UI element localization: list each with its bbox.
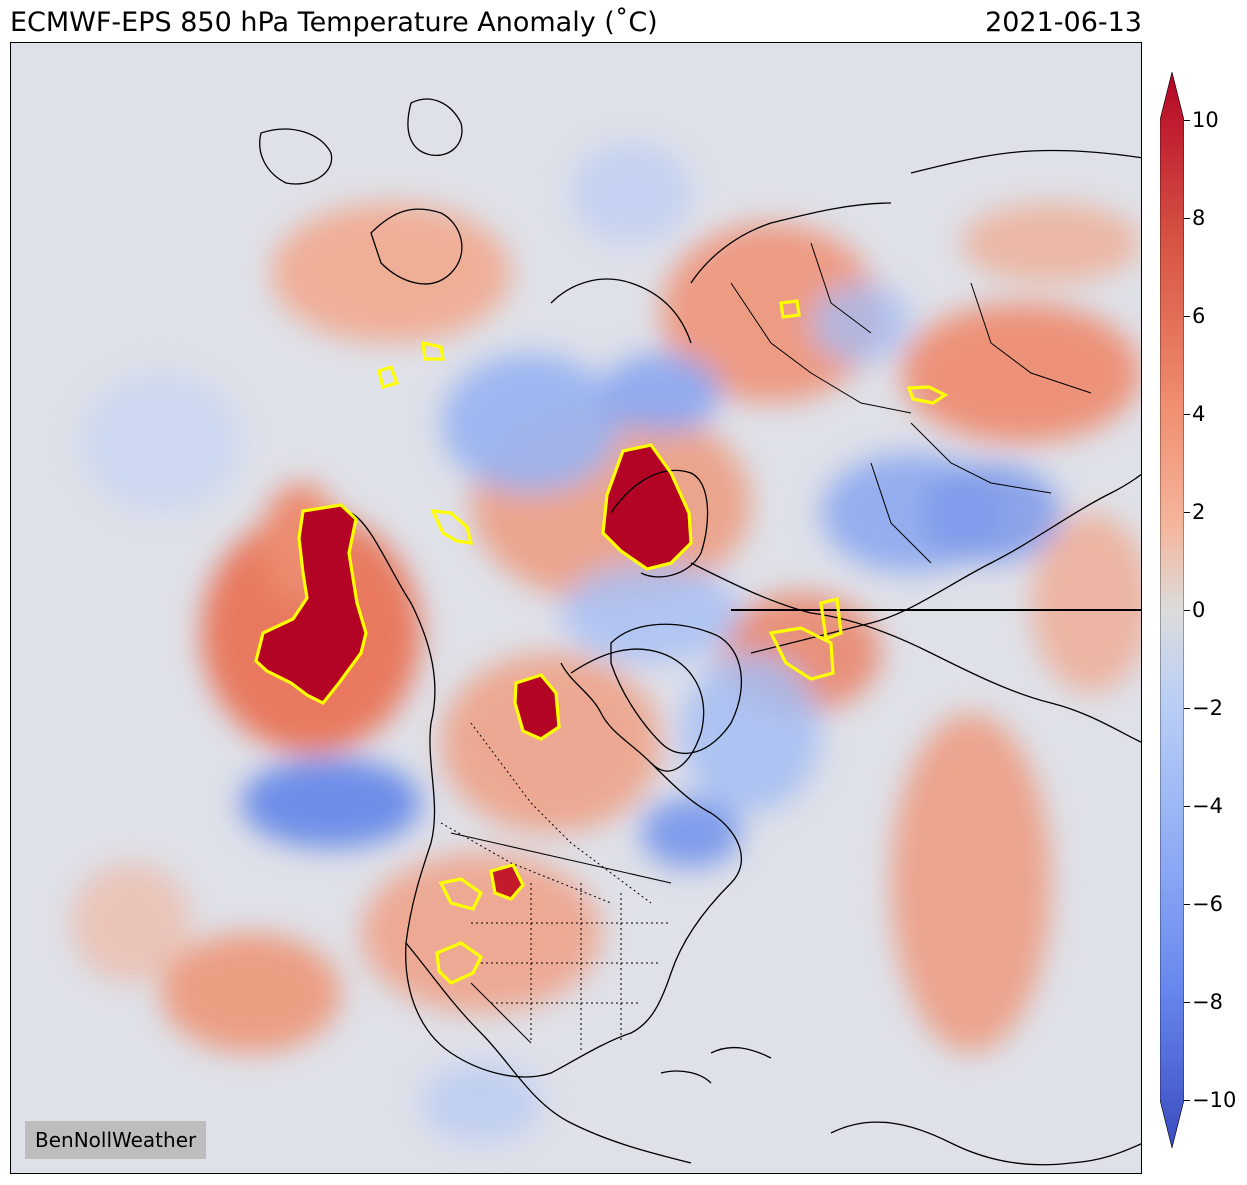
colorbar-tick-mark [1184, 316, 1190, 317]
map-panel: BenNollWeather [10, 42, 1142, 1174]
colorbar-tick-label: −2 [1192, 696, 1223, 720]
threshold-contours [254, 299, 949, 985]
colorbar-tick-mark [1184, 120, 1190, 121]
colorbar-tick-label: 4 [1192, 402, 1206, 426]
colorbar-tick-label: −10 [1192, 1088, 1237, 1112]
colorbar-tick-label: 8 [1192, 206, 1206, 230]
colorbar-tick-label: 0 [1192, 598, 1206, 622]
colorbar-tick-mark [1184, 414, 1190, 415]
colorbar [1160, 72, 1184, 1148]
colorbar-tick-mark [1184, 218, 1190, 219]
colorbar-tick-label: 6 [1192, 304, 1206, 328]
country-borders [450, 242, 1092, 1044]
colorbar-tick-mark [1184, 806, 1190, 807]
colorbar-tick-mark [1184, 904, 1190, 905]
colorbar-tick-mark [1184, 708, 1190, 709]
warm-cores [256, 445, 691, 899]
colorbar-tick-label: 10 [1192, 108, 1219, 132]
colorbar-tick-label: −4 [1192, 794, 1223, 818]
colorbar-tick-label: −8 [1192, 990, 1223, 1014]
colorbar-tick-label: 2 [1192, 500, 1206, 524]
colorbar-tick-mark [1184, 1100, 1190, 1101]
coastlines [259, 98, 1141, 1166]
colorbar-tick-label: −6 [1192, 892, 1223, 916]
colorbar-tick-mark [1184, 1002, 1190, 1003]
map-title: ECMWF-EPS 850 hPa Temperature Anomaly (˚… [10, 7, 658, 38]
map-date: 2021-06-13 [985, 7, 1142, 38]
anomaly-field [71, 143, 1141, 1143]
anomaly-map [11, 43, 1141, 1173]
credit-label: BenNollWeather [25, 1121, 207, 1159]
colorbar-tick-mark [1184, 610, 1190, 611]
colorbar-tick-mark [1184, 512, 1190, 513]
state-borders [440, 722, 671, 1053]
